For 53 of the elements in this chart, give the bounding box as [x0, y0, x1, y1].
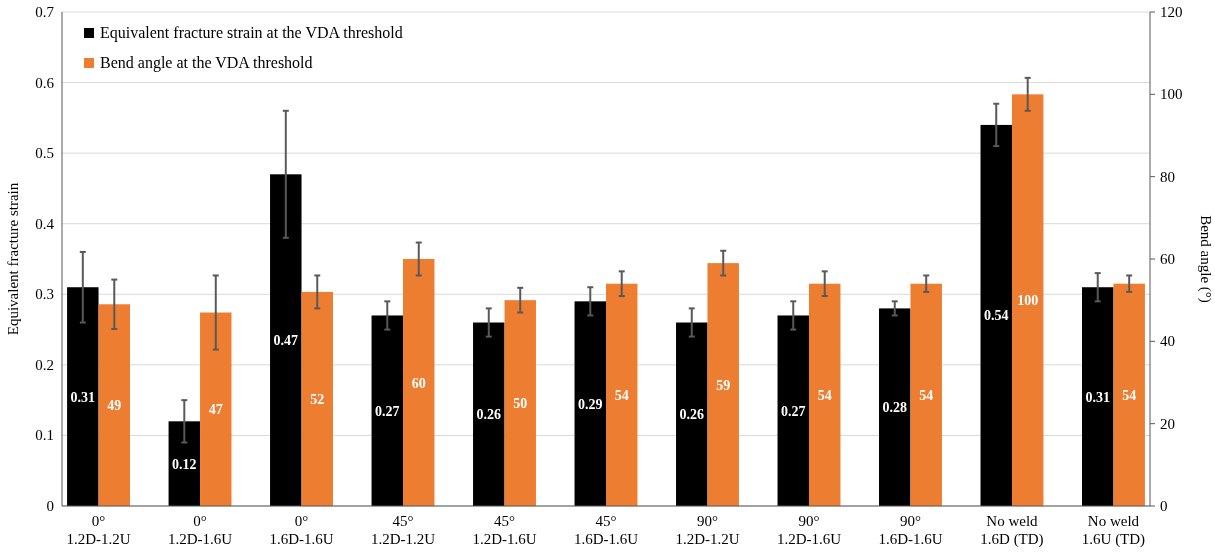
y2-tick-label: 120 — [1160, 4, 1183, 20]
data-label: 47 — [208, 402, 223, 418]
legend-label: Bend angle at the VDA threshold — [100, 54, 313, 72]
data-label: 54 — [614, 387, 629, 403]
y2-tick-label: 100 — [1160, 86, 1183, 103]
data-label: 0.54 — [983, 308, 1009, 324]
y-tick-label: 0.6 — [35, 74, 55, 91]
data-label: 54 — [817, 387, 832, 403]
y2-tick-label: 60 — [1160, 251, 1175, 267]
data-label: 0.26 — [476, 407, 502, 423]
y-tick-label: 0.7 — [35, 4, 55, 20]
data-label: 100 — [1017, 293, 1039, 309]
x-tick-label: 45° 1.2D-1.2U — [370, 513, 436, 547]
y-tick-label: 0.3 — [35, 286, 54, 303]
y2-tick-label: 0 — [1160, 498, 1168, 514]
x-tick-label: 90° 1.2D-1.2U — [675, 513, 740, 547]
x-tick-label: 0° 1.2D-1.2U — [66, 513, 131, 547]
y-tick-label: 0.5 — [35, 145, 54, 162]
data-label: 0.31 — [70, 389, 96, 405]
data-label: 0.29 — [578, 396, 603, 412]
data-label: 52 — [310, 391, 325, 407]
x-tick-label: 90° 1.6D-1.6U — [878, 513, 943, 547]
y2-tick-label: 20 — [1160, 415, 1175, 432]
data-label: 0.28 — [882, 400, 907, 416]
x-tick-label: No weld 1.6U (TD) — [1081, 513, 1146, 548]
y-tick-label: 0 — [46, 498, 54, 514]
data-label: 54 — [1122, 387, 1137, 403]
data-label: 49 — [107, 398, 122, 414]
x-tick-label: 90° 1.2D-1.6U — [776, 513, 842, 547]
data-label: 0.31 — [1085, 389, 1110, 405]
data-label: 60 — [411, 375, 426, 391]
data-label: 54 — [919, 387, 934, 403]
data-label: 0.26 — [679, 407, 705, 423]
x-tick-label: 0° 1.2D-1.6U — [167, 513, 233, 547]
data-label: 59 — [716, 377, 731, 393]
legend-label: Equivalent fracture strain at the VDA threshold — [100, 24, 403, 42]
data-label: 0.27 — [781, 403, 806, 419]
x-tick-label: 45° 1.2D-1.6U — [472, 513, 537, 547]
x-tick-label: No weld 1.6D (TD) — [980, 513, 1044, 548]
data-label: 50 — [513, 396, 528, 412]
data-label: 0.47 — [273, 333, 299, 349]
x-tick-label: 45° 1.6D-1.6U — [573, 513, 639, 547]
y-tick-label: 0.1 — [35, 427, 54, 444]
data-label: 0.27 — [375, 403, 400, 419]
x-tick-label: 0° 1.6D-1.6U — [269, 513, 334, 547]
y2-axis-title: Bend angle (°) — [1197, 215, 1214, 303]
y-tick-label: 0.2 — [35, 356, 54, 373]
y2-tick-label: 80 — [1160, 168, 1175, 185]
y2-tick-label: 40 — [1160, 333, 1175, 350]
y-tick-label: 0.4 — [35, 215, 55, 232]
bar — [200, 312, 232, 506]
data-label: 0.12 — [172, 456, 197, 472]
y-axis-title: Equivalent fracture strain — [5, 182, 21, 336]
